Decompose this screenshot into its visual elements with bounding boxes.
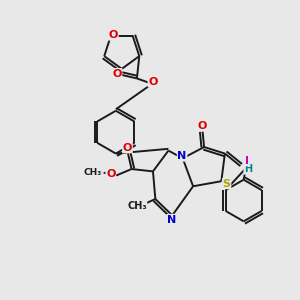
Text: O: O [197,121,207,130]
Text: CH₃: CH₃ [83,168,101,177]
Text: O: O [112,69,122,79]
Text: I: I [245,156,249,166]
Text: O: O [106,169,116,179]
Text: O: O [109,30,118,40]
Text: H: H [244,164,252,174]
Text: CH₃: CH₃ [127,202,147,212]
Text: O: O [148,77,158,87]
Text: N: N [167,214,176,224]
Text: S: S [223,178,231,189]
Text: N: N [178,151,187,161]
Text: O: O [123,142,132,153]
Text: methyl: methyl [90,170,102,174]
